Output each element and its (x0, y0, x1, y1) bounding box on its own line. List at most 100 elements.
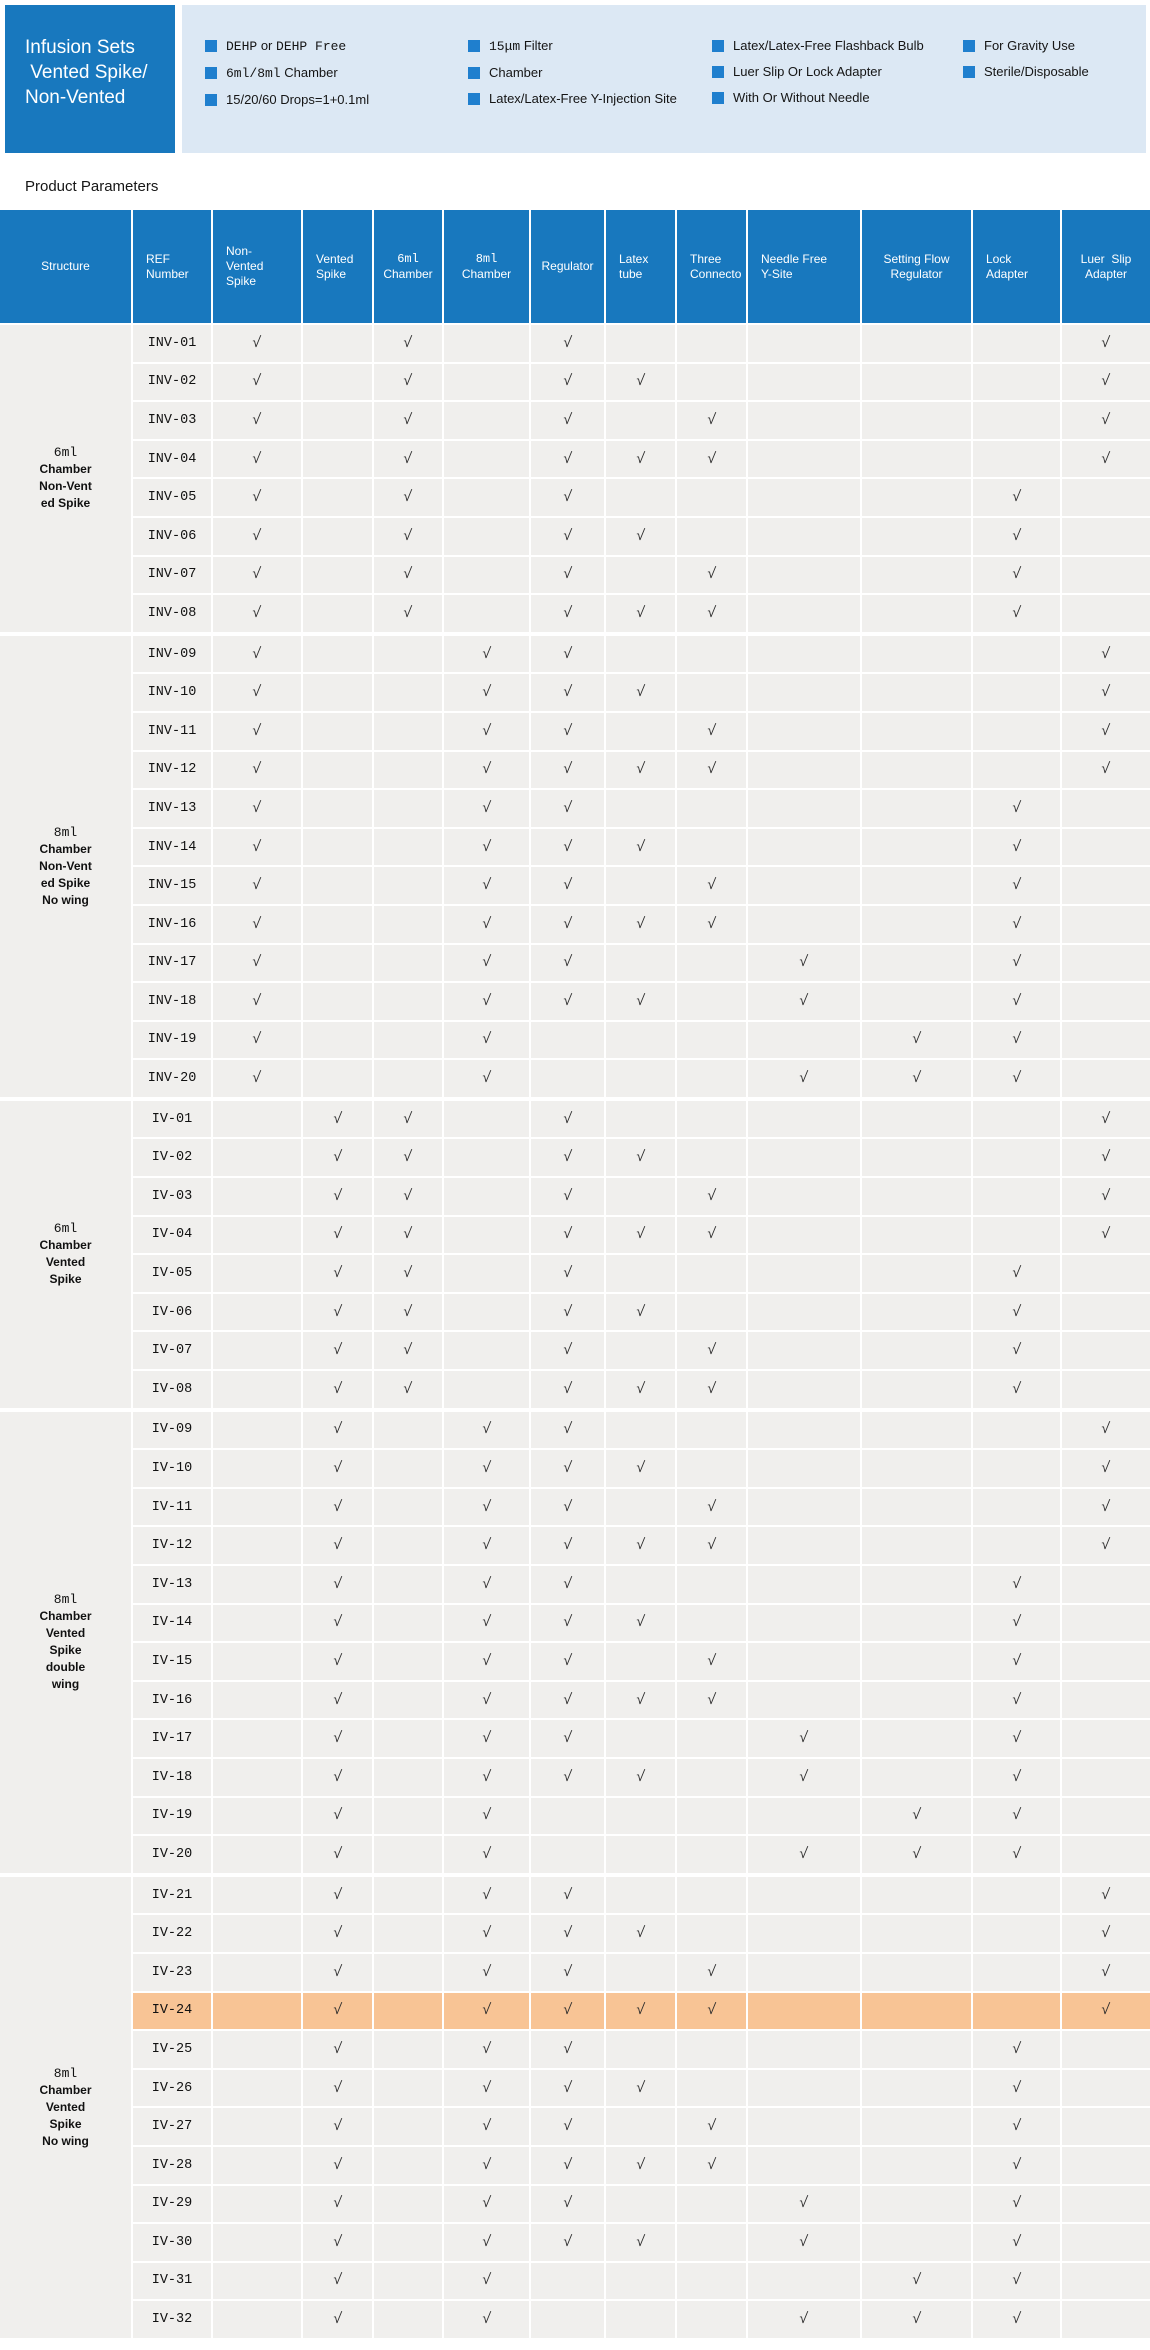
table-row[interactable]: IV-26 √ √ √ √ √ (133, 2069, 1150, 2107)
check-icon: √ (635, 2079, 646, 2097)
table-row[interactable]: IV-20 √ √ √ √ √ (133, 1836, 1150, 1873)
check-cell-luer: √ (1062, 1178, 1150, 1215)
table-row[interactable]: INV-15 √ √ √ √ √ (133, 867, 1150, 904)
check-cell-latex (606, 1060, 675, 1097)
check-cell-vs (303, 790, 372, 827)
table-row[interactable]: IV-11 √ √ √ √ √ (133, 1488, 1150, 1526)
table-row[interactable]: IV-07 √ √ √ √ √ (133, 1332, 1150, 1370)
table-row[interactable]: IV-17 √ √ √ √ √ (133, 1720, 1150, 1757)
check-cell-c8 (444, 325, 529, 362)
check-cell-latex (606, 1876, 675, 1914)
check-cell-vs: √ (303, 1139, 372, 1177)
table-row[interactable]: INV-02 √ √ √ √ √ (133, 363, 1150, 401)
table-row[interactable]: IV-01 √ √ √ √ (133, 1100, 1150, 1138)
feature-item: 15μm Filter (468, 38, 677, 54)
table-row[interactable]: IV-24 √ √ √ √ √ √ (133, 1992, 1150, 2030)
table-row[interactable]: INV-19 √ √ √ √ (133, 1021, 1150, 1059)
check-cell-reg: √ (531, 1915, 604, 1952)
table-row[interactable]: IV-27 √ √ √ √ √ (133, 2108, 1150, 2145)
check-cell-vs (303, 751, 372, 789)
check-cell-nfy (748, 2031, 860, 2068)
check-cell-sfr (862, 944, 971, 982)
table-row[interactable]: IV-12 √ √ √ √ √ √ (133, 1527, 1150, 1564)
table-row[interactable]: IV-13 √ √ √ √ (133, 1566, 1150, 1603)
table-row[interactable]: INV-10 √ √ √ √ √ (133, 674, 1150, 711)
check-icon: √ (635, 604, 646, 622)
check-cell-lock: √ (973, 1293, 1060, 1331)
check-cell-c8 (444, 595, 529, 632)
table-row[interactable]: INV-01 √ √ √ √ (133, 325, 1150, 362)
table-row[interactable]: INV-07 √ √ √ √ √ (133, 556, 1150, 594)
check-cell-luer (1062, 1060, 1150, 1097)
table-row[interactable]: IV-05 √ √ √ √ (133, 1255, 1150, 1292)
bullet-square-icon (712, 91, 724, 104)
check-cell-three (677, 2031, 746, 2068)
table-row[interactable]: IV-22 √ √ √ √ √ (133, 1915, 1150, 1952)
table-row[interactable]: IV-06 √ √ √ √ √ (133, 1293, 1150, 1331)
table-row[interactable]: IV-09 √ √ √ √ (133, 1411, 1150, 1449)
column-header-line: Regulator (541, 259, 594, 273)
check-cell-c6 (374, 1797, 442, 1835)
table-row[interactable]: IV-18 √ √ √ √ √ √ (133, 1758, 1150, 1796)
table-row[interactable]: IV-15 √ √ √ √ √ (133, 1643, 1150, 1680)
check-cell-reg: √ (531, 790, 604, 827)
check-icon: √ (562, 645, 573, 663)
check-cell-lock (973, 1178, 1060, 1215)
check-cell-lock: √ (973, 983, 1060, 1020)
table-row[interactable]: INV-18 √ √ √ √ √ √ (133, 983, 1150, 1020)
table-row[interactable]: IV-16 √ √ √ √ √ √ (133, 1681, 1150, 1719)
check-cell-lock (973, 635, 1060, 673)
table-row[interactable]: IV-08 √ √ √ √ √ √ (133, 1371, 1150, 1408)
table-row[interactable]: INV-09 √ √ √ √ (133, 635, 1150, 673)
table-row[interactable]: IV-19 √ √ √ √ (133, 1797, 1150, 1835)
check-cell-sfr (862, 1488, 971, 1526)
check-cell-latex (606, 1953, 675, 1991)
ref-cell: INV-14 (133, 828, 211, 866)
table-row[interactable]: IV-14 √ √ √ √ √ (133, 1604, 1150, 1642)
check-cell-nfy: √ (748, 2185, 860, 2223)
table-row[interactable]: INV-17 √ √ √ √ √ (133, 944, 1150, 982)
table-row[interactable]: INV-11 √ √ √ √ √ (133, 712, 1150, 750)
check-cell-sfr (862, 1178, 971, 1215)
table-row[interactable]: INV-16 √ √ √ √ √ √ (133, 905, 1150, 943)
check-icon: √ (1011, 2272, 1022, 2290)
table-row[interactable]: INV-06 √ √ √ √ √ (133, 517, 1150, 555)
check-cell-three: √ (677, 1332, 746, 1370)
check-cell-c6 (374, 1527, 442, 1564)
check-cell-three (677, 828, 746, 866)
check-cell-c6: √ (374, 363, 442, 401)
check-icon: √ (481, 1421, 492, 1439)
table-row[interactable]: INV-14 √ √ √ √ √ (133, 828, 1150, 866)
table-row[interactable]: IV-23 √ √ √ √ √ (133, 1953, 1150, 1991)
check-cell-latex (606, 1178, 675, 1215)
table-row[interactable]: IV-25 √ √ √ √ (133, 2031, 1150, 2068)
check-cell-latex: √ (606, 1216, 675, 1254)
table-row[interactable]: IV-10 √ √ √ √ √ (133, 1450, 1150, 1487)
column-header-line: Latex (619, 251, 649, 266)
table-row[interactable]: IV-30 √ √ √ √ √ √ (133, 2224, 1150, 2261)
feature-item: 6ml/8ml Chamber (205, 65, 369, 81)
table-row[interactable]: IV-02 √ √ √ √ √ (133, 1139, 1150, 1177)
check-icon: √ (706, 2002, 717, 2020)
check-icon: √ (332, 2002, 343, 2020)
table-row[interactable]: INV-08 √ √ √ √ √ √ (133, 595, 1150, 632)
table-row[interactable]: IV-29 √ √ √ √ √ (133, 2185, 1150, 2223)
check-icon: √ (562, 2195, 573, 2213)
check-icon: √ (562, 2079, 573, 2097)
table-row[interactable]: IV-03 √ √ √ √ √ (133, 1178, 1150, 1215)
table-row[interactable]: IV-31 √ √ √ √ (133, 2262, 1150, 2300)
table-row[interactable]: IV-21 √ √ √ √ (133, 1876, 1150, 1914)
table-row[interactable]: INV-13 √ √ √ √ (133, 790, 1150, 827)
table-row[interactable]: INV-20 √ √ √ √ √ (133, 1060, 1150, 1097)
table-row[interactable]: INV-05 √ √ √ √ (133, 479, 1150, 516)
check-icon: √ (1100, 722, 1112, 740)
table-row[interactable]: INV-03 √ √ √ √ √ (133, 402, 1150, 439)
table-row[interactable]: IV-04 √ √ √ √ √ √ (133, 1216, 1150, 1254)
feature-label-segment: Chamber (280, 65, 338, 80)
table-row[interactable]: INV-12 √ √ √ √ √ √ (133, 751, 1150, 789)
table-row[interactable]: IV-32 √ √ √ √ √ (133, 2301, 1150, 2338)
check-cell-c6 (374, 983, 442, 1020)
check-cell-nfy (748, 1293, 860, 1331)
table-row[interactable]: INV-04 √ √ √ √ √ √ (133, 440, 1150, 478)
table-row[interactable]: IV-28 √ √ √ √ √ √ (133, 2146, 1150, 2184)
